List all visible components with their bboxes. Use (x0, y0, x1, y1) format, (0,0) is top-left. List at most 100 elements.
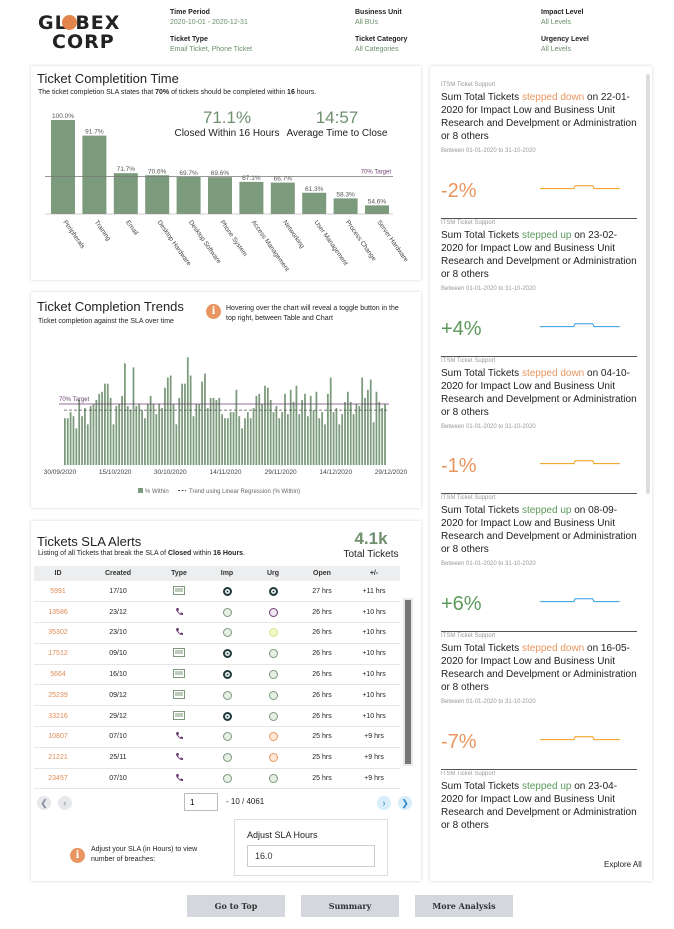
trend-bar[interactable] (306, 416, 309, 465)
trend-bar[interactable] (238, 416, 241, 465)
filter-business-unit[interactable]: Business Unit All BUs (355, 9, 402, 26)
table-row[interactable]: 17512 09/10 26 hrs +10 hrs (34, 643, 400, 665)
trend-bar[interactable] (166, 377, 169, 465)
trend-bar[interactable] (289, 389, 292, 465)
filter-urgency-level[interactable]: Urgency Level All Levels (541, 36, 589, 53)
next-page-button[interactable]: › (377, 796, 391, 810)
trend-bar[interactable] (332, 412, 335, 465)
cell-id[interactable]: 10807 (34, 726, 82, 748)
bar-phone-system[interactable] (208, 177, 232, 214)
trend-bar[interactable] (206, 408, 209, 465)
trend-bar[interactable] (275, 406, 278, 465)
trend-bar[interactable] (335, 408, 338, 465)
trend-bar[interactable] (201, 381, 203, 465)
filter-ticket-type[interactable]: Ticket Type Email Ticket, Phone Ticket (170, 36, 252, 53)
trend-bar[interactable] (344, 401, 346, 465)
trend-bar[interactable] (146, 404, 149, 465)
trend-bar[interactable] (369, 379, 372, 465)
trend-bar[interactable] (229, 412, 232, 465)
trend-bar[interactable] (209, 397, 212, 465)
table-row[interactable]: 5664 16/10 26 hrs +10 hrs (34, 664, 400, 686)
trend-bar[interactable] (361, 377, 364, 465)
trend-bar[interactable] (192, 416, 195, 465)
trend-bar[interactable] (89, 406, 92, 465)
trend-bar[interactable] (269, 399, 272, 465)
trend-bar[interactable] (355, 404, 358, 465)
table-row[interactable]: 13586 23/12 26 hrs +10 hrs (34, 601, 400, 624)
trend-bar[interactable] (378, 401, 381, 465)
trend-bar[interactable] (141, 410, 143, 465)
col-created[interactable]: Created (82, 566, 154, 581)
page-number-input[interactable] (184, 793, 218, 811)
table-row[interactable]: 25239 09/12 26 hrs +10 hrs (34, 684, 400, 707)
trend-bar[interactable] (352, 414, 355, 465)
trend-bar[interactable] (121, 395, 123, 465)
trend-bar[interactable] (152, 404, 155, 465)
col-urg[interactable]: Urg (250, 566, 296, 581)
table-row[interactable]: 5991 17/10 27 hrs +11 hrs (34, 581, 400, 603)
col-delta[interactable]: +/- (348, 566, 400, 581)
trend-bar[interactable] (172, 404, 175, 465)
trend-bar[interactable] (295, 385, 298, 465)
trend-bar[interactable] (301, 399, 304, 465)
trend-bar[interactable] (304, 393, 306, 465)
trend-bar[interactable] (106, 383, 109, 465)
trend-bar[interactable] (135, 406, 138, 465)
trend-bar[interactable] (346, 391, 349, 465)
trend-bar[interactable] (184, 383, 186, 465)
summary-button[interactable]: Summary (301, 895, 399, 917)
trend-bar[interactable] (272, 412, 275, 465)
trend-bar[interactable] (281, 412, 284, 465)
trends-bar-chart[interactable]: 70% Target 30/09/2020 15/10/2020 30/10/2020… (31, 335, 421, 505)
col-imp[interactable]: Imp (204, 566, 250, 581)
trend-bar[interactable] (129, 410, 132, 465)
trend-bar[interactable] (104, 383, 106, 465)
trend-bar[interactable] (98, 393, 101, 465)
trend-bar[interactable] (86, 424, 89, 465)
trend-bar[interactable] (226, 418, 229, 465)
trend-bar[interactable] (232, 412, 235, 465)
go-to-top-button[interactable]: Go to Top (187, 895, 285, 917)
adjust-sla-input[interactable] (247, 845, 375, 867)
trend-bar[interactable] (318, 418, 321, 465)
explore-all-link[interactable]: Explore All (604, 860, 642, 869)
table-row[interactable]: 35302 23/10 26 hrs +10 hrs (34, 622, 400, 644)
col-type[interactable]: Type (154, 566, 204, 581)
insight-card[interactable]: ITSM Ticket Support Sum Total Tickets ste… (441, 495, 637, 567)
trend-bar[interactable] (72, 416, 75, 465)
prev-page-button[interactable]: ‹ (58, 796, 72, 810)
trend-bar[interactable] (324, 424, 326, 465)
bar-desktop-software[interactable] (176, 176, 201, 214)
trend-bar[interactable] (349, 401, 352, 465)
trend-bar[interactable] (338, 424, 341, 465)
trend-bar[interactable] (286, 414, 289, 465)
completion-bar-chart[interactable]: 100.0% Peripherals 91.7% Training 71.7% Email… (31, 110, 421, 280)
trend-bar[interactable] (155, 414, 158, 465)
trend-bar[interactable] (264, 385, 266, 465)
trend-bar[interactable] (358, 406, 361, 465)
trend-bar[interactable] (249, 418, 252, 465)
trend-bar[interactable] (112, 424, 115, 465)
cell-id[interactable]: 5991 (34, 581, 82, 603)
trend-bar[interactable] (366, 389, 369, 465)
trend-bar[interactable] (195, 404, 198, 465)
col-open[interactable]: Open (296, 566, 348, 581)
trend-bar[interactable] (261, 404, 264, 465)
trend-bar[interactable] (235, 389, 238, 465)
insight-card[interactable]: ITSM Ticket Support Sum Total Tickets ste… (441, 358, 637, 430)
insight-card[interactable]: ITSM Ticket Support Sum Total Tickets ste… (441, 82, 637, 154)
trend-bar[interactable] (309, 395, 312, 465)
trend-bar[interactable] (69, 412, 72, 465)
cell-id[interactable]: 13586 (34, 601, 82, 624)
last-page-button[interactable]: ❯ (398, 796, 412, 810)
trend-bar[interactable] (198, 404, 201, 465)
trend-bar[interactable] (204, 373, 206, 466)
trend-bar[interactable] (101, 391, 103, 465)
bar-access-management[interactable] (239, 181, 264, 214)
bar-peripherals[interactable] (51, 120, 75, 214)
table-row[interactable]: 21221 25/11 25 hrs +9 hrs (34, 747, 400, 769)
trend-bar[interactable] (161, 408, 163, 465)
trend-bar[interactable] (372, 422, 375, 465)
bar-user-management[interactable] (302, 192, 327, 214)
cell-id[interactable]: 21221 (34, 747, 82, 769)
